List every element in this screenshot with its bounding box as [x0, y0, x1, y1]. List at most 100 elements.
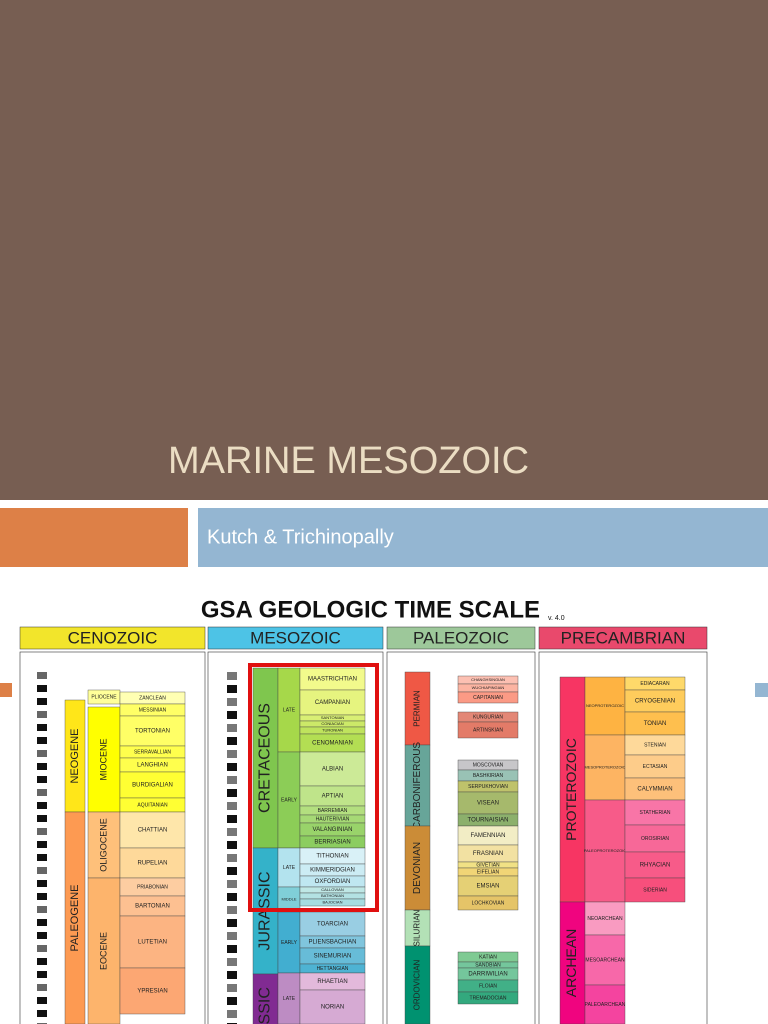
polarity-band	[227, 724, 237, 732]
unit-label: SANTONIAN	[321, 715, 344, 720]
time-unit	[624, 877, 686, 903]
time-unit	[299, 989, 366, 1024]
era-header-box	[207, 626, 384, 650]
unit-label: CAMPANIAN	[315, 700, 350, 706]
time-unit	[584, 799, 626, 903]
polarity-band	[227, 971, 237, 979]
unit-label: LATE	[283, 865, 296, 871]
polarity-band	[227, 685, 237, 693]
unit-label: MESOPROTEROZOIC	[584, 765, 625, 770]
unit-label: TOURNAISIAN	[468, 818, 509, 824]
period-label: MIOCENE	[98, 738, 108, 780]
unit-label: RUPELIAN	[137, 861, 167, 867]
unit-label: KUNGURIAN	[473, 714, 503, 720]
accent-bar	[0, 508, 188, 567]
polarity-band	[37, 698, 47, 705]
polarity-band	[227, 711, 237, 719]
unit-label: PALEOARCHEAN	[585, 1002, 626, 1008]
polarity-band	[227, 854, 237, 862]
period-label: DEVONIAN	[412, 842, 423, 894]
period-label: PERMIAN	[413, 690, 422, 727]
polarity-band	[227, 945, 237, 953]
polarity-band	[37, 789, 47, 796]
time-unit	[584, 984, 626, 1024]
unit-label: HAUTERIVIAN	[316, 816, 350, 822]
title-band	[0, 0, 768, 500]
unit-label: SERPUKHOVIAN	[468, 784, 508, 790]
polarity-band	[227, 1010, 237, 1018]
unit-label: ARTINSKIAN	[473, 727, 503, 733]
time-unit	[404, 671, 431, 746]
polarity-band	[227, 828, 237, 836]
unit-label: EIFELIAN	[477, 869, 500, 875]
polarity-band	[37, 828, 47, 835]
unit-label: YPRESIAN	[137, 989, 167, 995]
period-label: PROTEROZOIC	[563, 738, 579, 841]
unit-label: TOARCIAN	[317, 922, 348, 928]
unit-label: FAMENNIAN	[470, 833, 505, 839]
unit-label: SERRAVALLIAN	[134, 749, 171, 755]
unit-label: TURONIAN	[322, 728, 343, 733]
unit-label: NORIAN	[321, 1005, 344, 1011]
highlight-box	[248, 663, 379, 912]
unit-label: BERRIASIAN	[314, 840, 350, 846]
unit-label: NEOPROTEROZOIC	[586, 703, 624, 708]
time-unit	[119, 771, 186, 799]
time-unit	[457, 991, 519, 1005]
period-label: NEOGENE	[69, 728, 81, 783]
unit-label: GIVETIAN	[476, 862, 500, 868]
unit-label: EARLY	[281, 797, 298, 803]
unit-label: PRIABONIAN	[137, 884, 168, 890]
accent-square	[0, 683, 12, 697]
period-label: ORDOVICIAN	[413, 959, 422, 1010]
unit-label: OROSIRIAN	[641, 836, 669, 842]
era-header: CENOZOIC	[68, 628, 158, 647]
time-unit	[404, 825, 431, 911]
polarity-band	[37, 1010, 47, 1017]
time-unit	[404, 945, 431, 1024]
unit-label: LUTETIAN	[138, 940, 167, 946]
unit-label: CAPITANIAN	[473, 695, 503, 701]
period-label: TRIASSIC	[257, 987, 274, 1024]
era-header: PRECAMBRIAN	[561, 628, 686, 647]
period-label: PALEOGENE	[69, 884, 81, 951]
unit-label: STATHERIAN	[640, 810, 671, 816]
polarity-band	[227, 815, 237, 823]
polarity-band	[37, 763, 47, 770]
unit-label: MESOARCHEAN	[585, 957, 625, 963]
unit-label: APTIAN	[322, 794, 344, 800]
polarity-band	[37, 802, 47, 809]
era-header-box	[19, 626, 206, 650]
polarity-band	[227, 867, 237, 875]
polarity-band	[37, 880, 47, 887]
polarity-band	[37, 841, 47, 848]
polarity-band	[37, 724, 47, 731]
time-unit	[299, 911, 366, 937]
polarity-band	[37, 776, 47, 783]
unit-label: RHYACIAN	[640, 863, 671, 869]
unit-label: TITHONIAN	[316, 854, 348, 860]
polarity-band	[227, 763, 237, 771]
unit-label: BAJOCIAN	[322, 900, 342, 905]
unit-label: DARRIWILIAN	[468, 972, 507, 978]
period-label: OLIGOCENE	[98, 818, 108, 872]
unit-label: MAASTRICHTIAN	[308, 677, 357, 683]
era-header-box	[386, 626, 536, 650]
unit-label: STENIAN	[644, 742, 666, 748]
polarity-band	[37, 958, 47, 965]
unit-label: CHATTIAN	[138, 828, 168, 834]
period-label: ARCHEAN	[563, 929, 579, 997]
unit-label: VISEAN	[477, 801, 499, 807]
polarity-band	[227, 802, 237, 810]
time-unit	[64, 811, 86, 1024]
unit-label: RHAETIAN	[317, 979, 347, 985]
polarity-band	[227, 880, 237, 888]
unit-label: VALANGINIAN	[313, 827, 353, 833]
polarity-band	[227, 789, 237, 797]
unit-label: BATHONIAN	[321, 893, 344, 898]
column-frame	[386, 651, 536, 1024]
unit-label: ECTASIAN	[643, 764, 668, 770]
unit-label: BASHKIRIAN	[473, 773, 504, 779]
